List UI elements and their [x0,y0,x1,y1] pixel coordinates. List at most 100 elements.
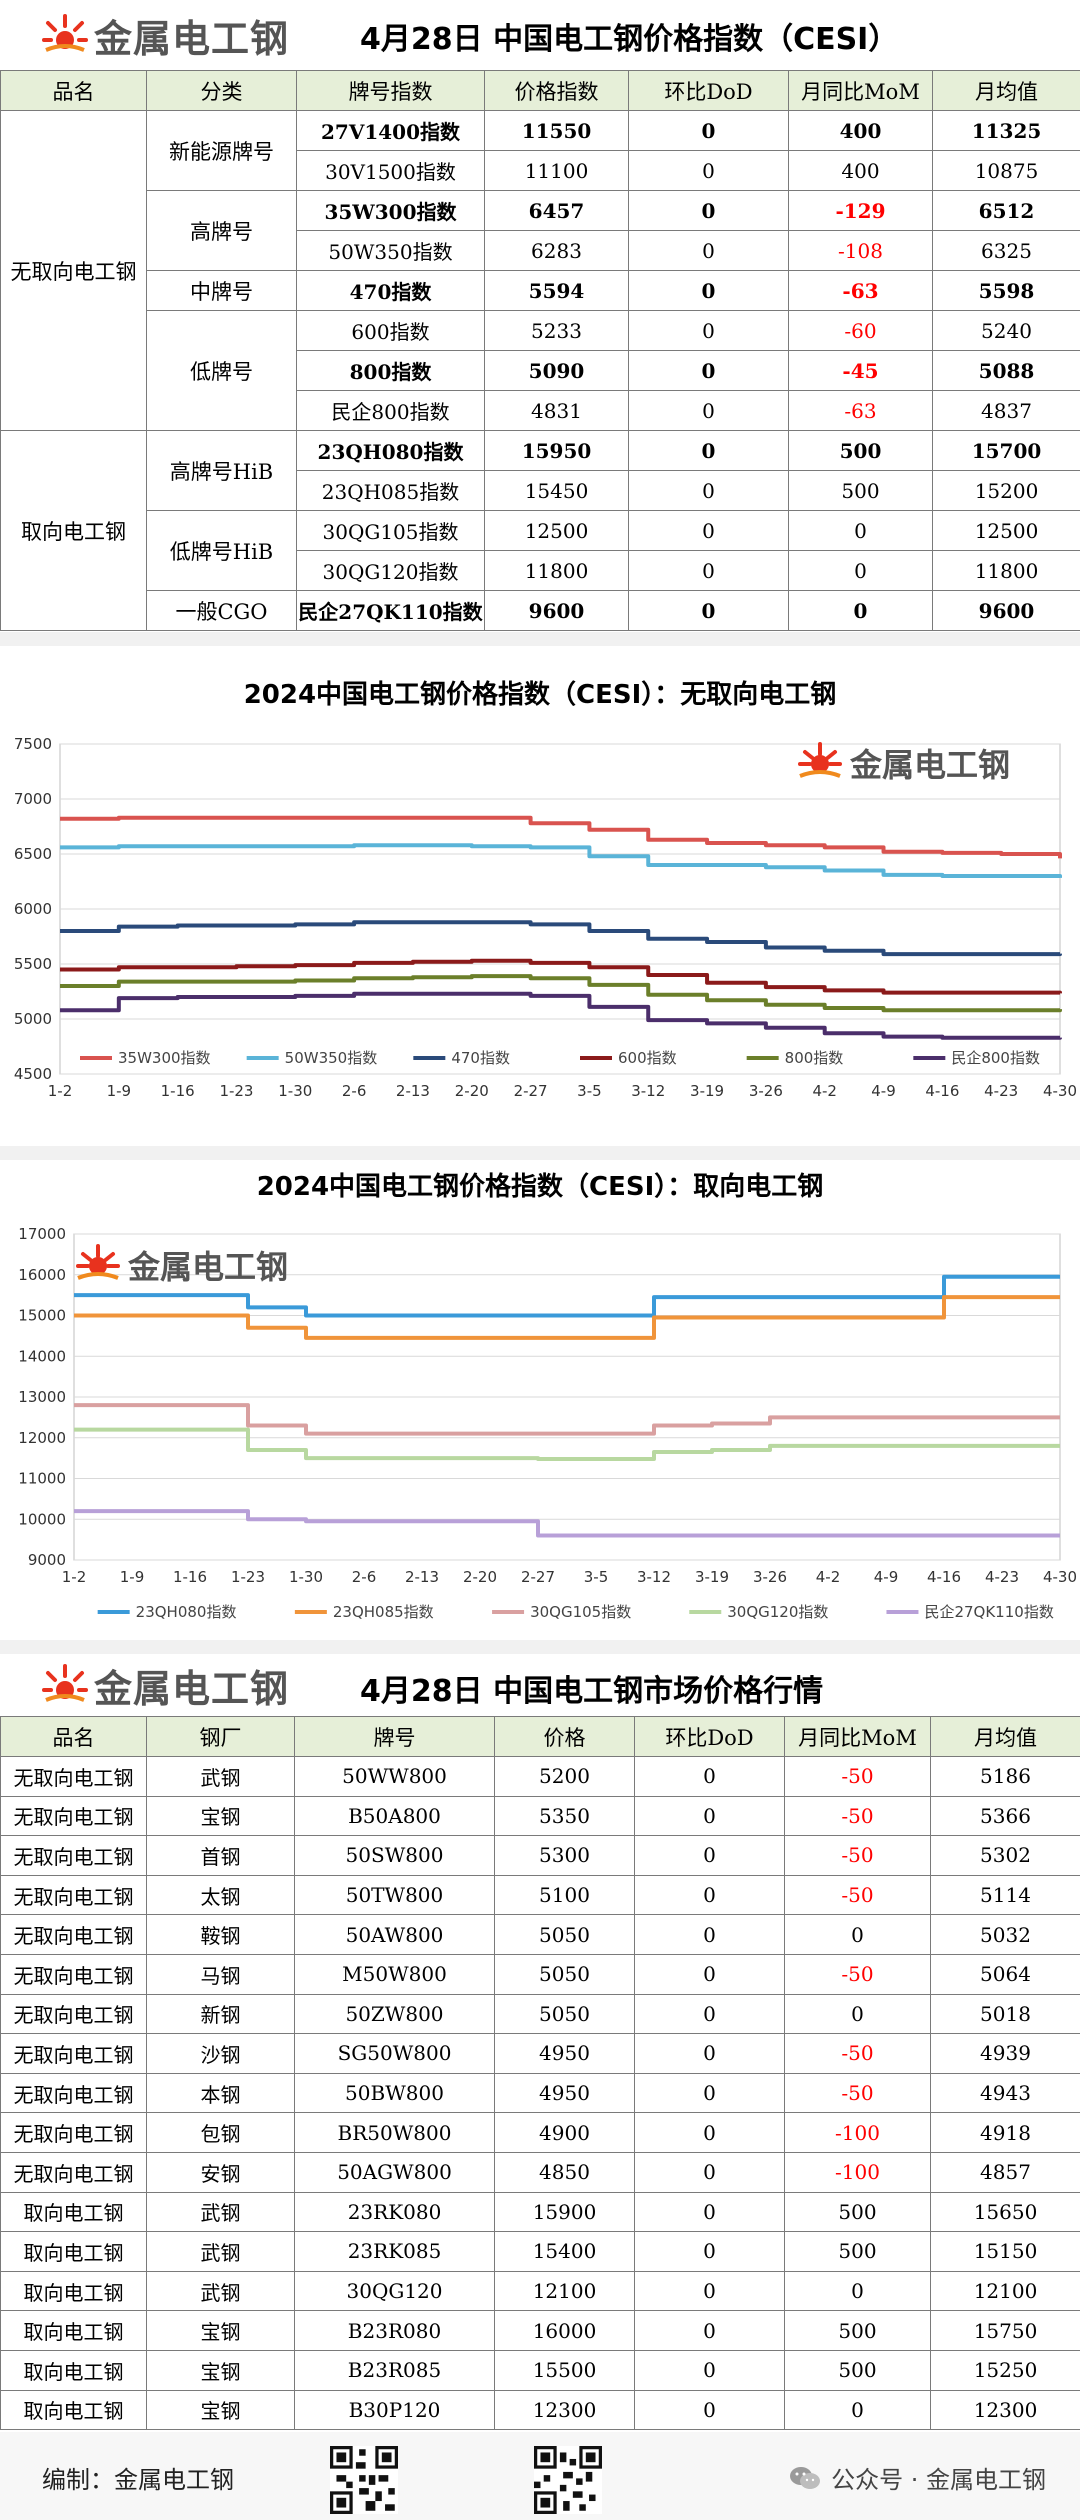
y-tick-label: 17000 [18,1225,66,1243]
price: 12100 [494,2270,635,2312]
mill: 安钢 [146,2151,295,2193]
y-tick-label: 13000 [18,1388,66,1406]
x-tick-label: 4-2 [812,1082,837,1100]
monthly-average: 15700 [932,430,1080,471]
price: 12300 [494,2389,635,2431]
dod-value: 0 [634,2151,785,2193]
monthly-average: 12300 [930,2389,1080,2431]
watermark-brand: 金属电工钢 [127,1248,288,1286]
grade-index: 民企27QK110指数 [296,590,485,631]
table-row: 低牌号HiB 30QG105指数 12500 0 0 12500 [1,510,1080,591]
product: 取向电工钢 [0,2231,147,2272]
product: 取向电工钢 [0,2191,147,2233]
grade-index: 30V1500指数 [296,150,485,191]
table-row: 无取向电工钢 鞍钢 50AW800 5050 0 0 5032 [0,1914,1080,1955]
mom-value: 0 [784,1993,931,2035]
x-tick-label: 3-19 [695,1568,729,1586]
price-index: 15450 [484,470,629,511]
x-tick-label: 2-20 [463,1568,497,1586]
x-tick-label: 3-12 [637,1568,671,1586]
monthly-average: 11325 [932,110,1080,151]
sun-ray [803,750,815,760]
chart-watermark: 金属电工钢 [798,742,1010,784]
column-header: 月同比MoM [788,70,933,111]
mom-value: 0 [784,2270,931,2312]
x-tick-label: 2-27 [521,1568,555,1586]
product: 无取向电工钢 [0,1993,147,2035]
wechat-label: 公众号 · 金属电工钢 [831,2466,1046,2494]
monthly-average: 5366 [930,1795,1080,1837]
market-table: 品名 钢厂 牌号 价格 环比DoD 月同比MoM 月均值 无取向电工钢 武钢 50WW800 52… [0,1716,1080,2431]
sun-ray [103,1252,115,1262]
mom-value: -108 [788,230,933,271]
price-index: 5594 [484,270,629,311]
mom-value: -129 [788,190,933,231]
sun-ray [81,1252,93,1262]
y-tick-label: 10000 [18,1510,66,1528]
mill: 鞍钢 [146,1914,295,1955]
x-tick-label: 4-23 [984,1082,1018,1100]
price-index: 11800 [484,550,629,591]
mom-value: -50 [784,2033,931,2074]
x-tick-label: 1-16 [173,1568,207,1586]
price: 4900 [494,2112,635,2153]
monthly-average: 6325 [932,230,1080,271]
column-header: 品名 [0,1716,147,1757]
price: 4950 [494,2072,635,2114]
x-tick-label: 4-9 [871,1082,896,1100]
grade-index: 30QG120指数 [296,550,485,591]
dod-value: 0 [628,310,789,351]
sun-logo-icon [811,755,829,773]
grade-index: 23QH085指数 [296,470,485,511]
market-price-section: 金属电工钢 4月28日 中国电工钢市场价格行情 品名 钢厂 牌号 价格 环比DoD 月同比… [0,1654,1080,2432]
series-line-4 [60,958,1062,995]
sun-ray [825,750,837,760]
mom-value: -60 [788,310,933,351]
dod-value: 0 [634,1756,785,1797]
mill: 武钢 [146,1756,295,1797]
x-tick-label: 1-2 [48,1082,73,1100]
price: 5100 [494,1874,635,1916]
category: 高牌号 [146,190,297,271]
dod-value: 0 [634,1835,785,1876]
dod-value: 0 [628,150,789,191]
y-tick-label: 7000 [14,790,52,808]
x-tick-label: 3-5 [584,1568,609,1586]
product: 无取向电工钢 [0,2112,147,2153]
qr-code-icon[interactable] [330,2446,398,2514]
product: 无取向电工钢 [0,2033,147,2074]
price: 5050 [494,1914,635,1955]
monthly-average: 12500 [932,510,1080,551]
y-tick-label: 14000 [18,1347,66,1365]
dod-value: 0 [634,2033,785,2074]
legend-label: 30QG105指数 [530,1603,631,1621]
dod-value: 0 [634,2389,785,2431]
qr-code-icon[interactable] [534,2446,602,2514]
brand-logo: 金属电工钢 [42,1660,289,1711]
product: 取向电工钢 [0,2270,147,2312]
mill: 本钢 [146,2072,295,2114]
series-line-2 [74,1295,1060,1340]
product-group: 取向电工钢 [0,430,147,631]
product: 无取向电工钢 [0,2151,147,2193]
x-tick-label: 4-16 [927,1568,961,1586]
x-tick-label: 2-13 [396,1082,430,1100]
product: 取向电工钢 [0,2389,147,2431]
table-row: 无取向电工钢 本钢 50BW800 4950 0 -50 4943 [0,2072,1080,2114]
mom-value: -63 [788,390,933,431]
brand-name: 金属电工钢 [94,16,290,61]
monthly-average: 15200 [932,470,1080,511]
mom-value: 500 [788,430,933,471]
mill: 首钢 [146,1835,295,1876]
x-tick-label: 1-30 [278,1082,312,1100]
price: 5050 [494,1953,635,1995]
grade: 50TW800 [294,1874,495,1916]
table-row: 无取向电工钢 太钢 50TW800 5100 0 -50 5114 [0,1874,1080,1916]
legend-label: 23QH080指数 [136,1603,237,1621]
x-tick-label: 4-2 [816,1568,841,1586]
dod-value: 0 [634,2072,785,2114]
grade: B23R080 [294,2310,495,2351]
mom-value: -50 [784,1795,931,1837]
dod-value: 0 [628,270,789,311]
separator [0,632,1080,646]
